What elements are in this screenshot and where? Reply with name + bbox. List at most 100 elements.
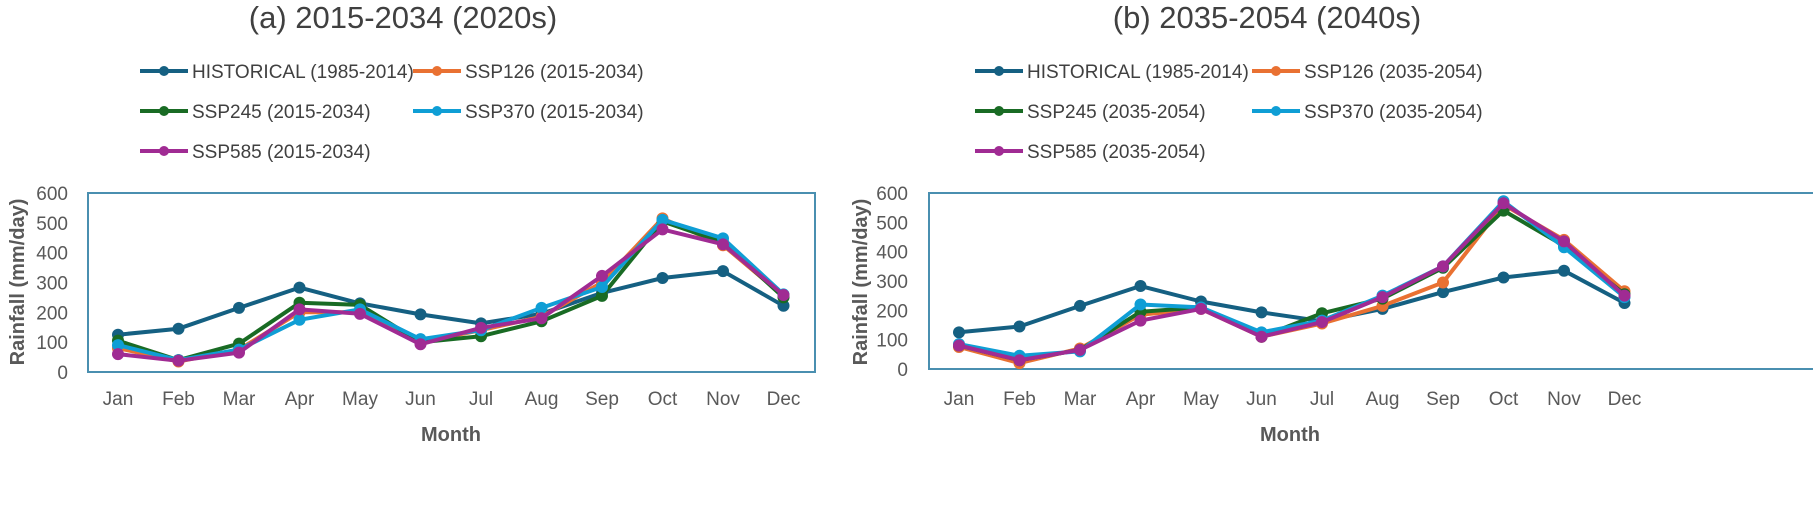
legend-swatch-marker [1271, 106, 1281, 116]
x-tick-label: Nov [1547, 389, 1581, 410]
data-point [1437, 276, 1449, 289]
data-point [953, 326, 965, 339]
legend-label: SSP245 (2015-2034) [192, 102, 371, 123]
legend-item: SSP245 (2035-2054) [975, 102, 1206, 123]
series-historical [112, 265, 790, 341]
data-point [777, 289, 790, 302]
legend-swatch-marker [159, 66, 169, 76]
data-point [656, 223, 669, 236]
legend-item: HISTORICAL (1985-2014) [975, 62, 1249, 83]
plot-frame [87, 192, 816, 373]
x-tick-label: Feb [1003, 389, 1036, 410]
legend-label: SSP126 (2015-2034) [465, 62, 644, 83]
x-tick-label: Nov [706, 389, 740, 410]
legend-label: HISTORICAL (1985-2014) [1027, 62, 1249, 83]
plot-frame [928, 192, 1813, 370]
data-point [1437, 286, 1449, 299]
data-point [953, 339, 965, 352]
data-point [1134, 298, 1147, 311]
y-tick-label: 200 [876, 301, 908, 322]
y-tick-label: 400 [36, 244, 68, 265]
series-ssp585 [953, 197, 1631, 367]
y-tick-label: 100 [36, 333, 68, 354]
data-point [1497, 271, 1510, 284]
x-tick-label: Mar [223, 389, 256, 410]
legend-item: HISTORICAL (1985-2014) [140, 62, 414, 83]
x-tick-label: May [342, 389, 378, 410]
x-tick-label: Sep [1426, 389, 1460, 410]
data-point [1255, 330, 1268, 343]
legend-label: SSP245 (2035-2054) [1027, 102, 1206, 123]
x-tick-label: Aug [1366, 389, 1400, 410]
series-ssp245 [112, 215, 790, 367]
legend-swatch-marker [994, 146, 1004, 156]
data-point [656, 272, 669, 285]
legend-label: HISTORICAL (1985-2014) [192, 62, 414, 83]
x-tick-label: Aug [525, 389, 559, 410]
data-point [112, 348, 124, 361]
x-tick-label: Oct [648, 389, 678, 410]
y-axis-title: Rainfall (mm/day) [7, 199, 29, 366]
y-tick-label: 0 [57, 363, 68, 384]
data-point [777, 299, 790, 312]
data-point [233, 346, 245, 359]
series-line [958, 268, 1626, 335]
y-tick-label: 600 [876, 184, 908, 205]
x-axis-title: Month [1260, 424, 1320, 446]
series-line [958, 201, 1626, 363]
legend-item: SSP370 (2035-2054) [1252, 102, 1483, 123]
legend-swatch-marker [432, 106, 442, 116]
y-tick-label: 0 [897, 360, 908, 381]
chart-panel-b: (b) 2035-2054 (2040s) HISTORICAL (1985-20… [850, 0, 1813, 446]
data-point [414, 308, 427, 321]
y-tick-label: 500 [876, 213, 908, 234]
series-line [117, 269, 785, 337]
legend-swatch-marker [432, 66, 442, 76]
series-line [117, 227, 785, 363]
y-tick-label: 600 [36, 184, 68, 205]
data-point [1497, 197, 1510, 210]
data-point [1618, 289, 1631, 302]
series-ssp585 [112, 223, 790, 367]
data-point [596, 269, 608, 282]
legend-item: SSP126 (2015-2034) [413, 62, 644, 83]
chart-panel-a: (a) 2015-2034 (2020s) HISTORICAL (1985-20… [7, 0, 816, 446]
series-line [958, 202, 1626, 366]
data-point [475, 321, 487, 334]
x-tick-label: Apr [285, 389, 315, 410]
series-line [958, 208, 1626, 363]
x-tick-label: Jan [103, 389, 134, 410]
x-tick-label: Mar [1064, 389, 1097, 410]
y-tick-label: 300 [36, 274, 68, 295]
legend-item: SSP126 (2035-2054) [1252, 62, 1483, 83]
legend-label: SSP370 (2015-2034) [465, 102, 644, 123]
legend-swatch-marker [994, 66, 1004, 76]
data-point [1255, 306, 1268, 319]
y-tick-label: 300 [876, 272, 908, 293]
series-line [117, 219, 785, 363]
data-point [1013, 354, 1026, 367]
data-point [233, 301, 245, 314]
data-point [1134, 279, 1147, 292]
y-tick-label: 100 [876, 331, 908, 352]
legend-label: SSP585 (2035-2054) [1027, 142, 1206, 163]
x-tick-label: Apr [1126, 389, 1156, 410]
data-point [596, 280, 608, 293]
legend-label: SSP370 (2035-2054) [1304, 102, 1483, 123]
data-point [293, 281, 306, 294]
x-tick-label: Sep [585, 389, 619, 410]
x-tick-label: Jan [944, 389, 975, 410]
data-point [596, 289, 608, 302]
data-point [293, 313, 306, 326]
data-point [1376, 291, 1389, 304]
x-tick-label: Jun [1246, 389, 1277, 410]
y-axis-title: Rainfall (mm/day) [850, 199, 872, 366]
data-point [1074, 343, 1086, 356]
chart-title: (a) 2015-2034 (2020s) [249, 0, 557, 35]
legend-swatch-marker [159, 146, 169, 156]
legend-label: SSP126 (2035-2054) [1304, 62, 1483, 83]
data-point [172, 322, 185, 335]
data-point [656, 213, 669, 226]
data-point [717, 265, 729, 278]
